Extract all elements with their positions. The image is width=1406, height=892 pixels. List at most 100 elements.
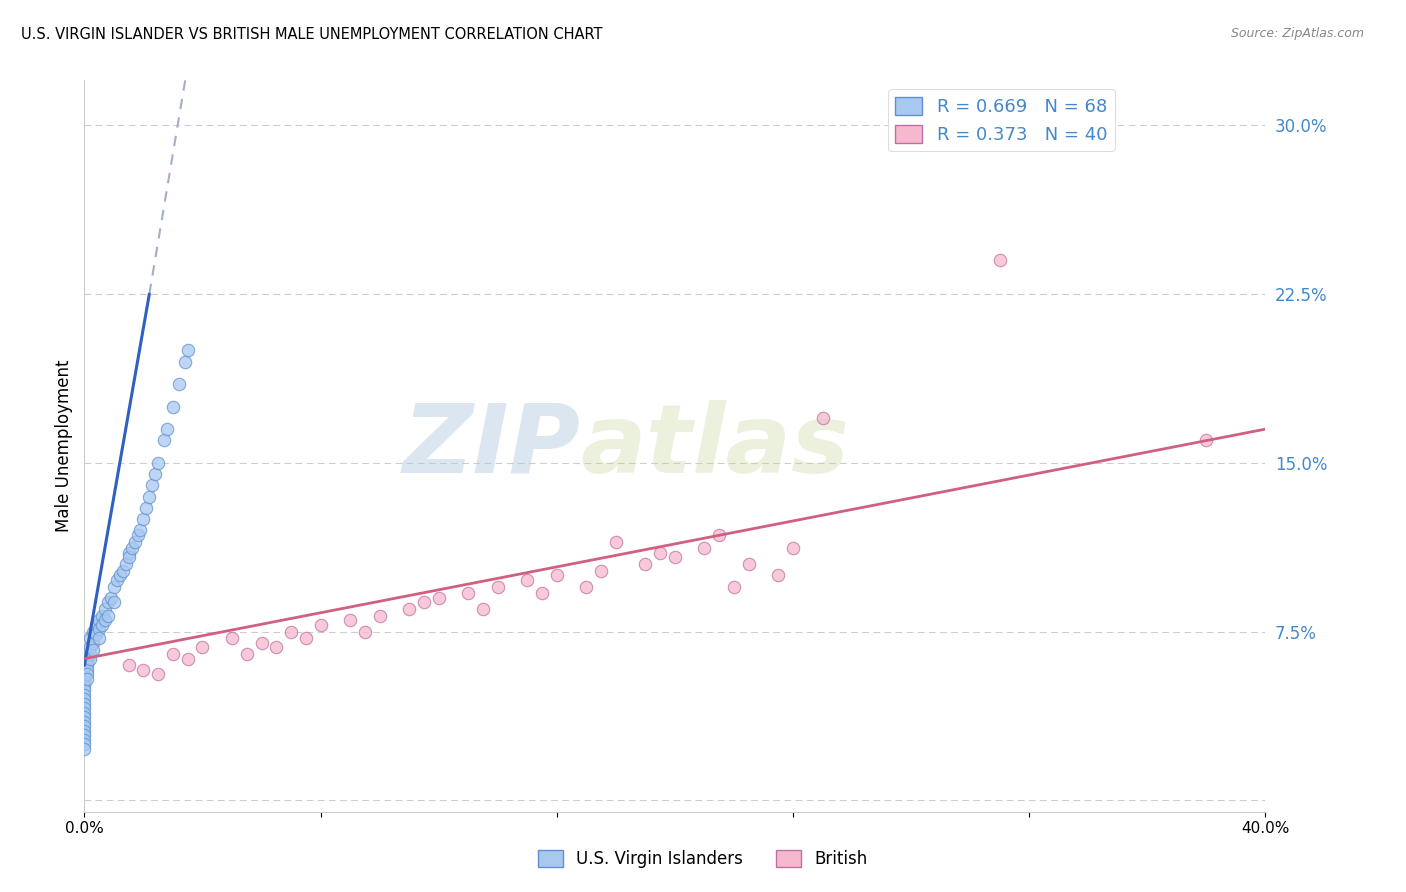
- Point: [221, 632, 243, 646]
- Point: [167, 377, 190, 392]
- Point: [368, 608, 391, 623]
- Point: [768, 568, 790, 582]
- Point: [309, 618, 332, 632]
- Point: [76, 663, 98, 677]
- Point: [73, 732, 96, 747]
- Point: [472, 602, 495, 616]
- Point: [135, 500, 157, 515]
- Point: [132, 512, 155, 526]
- Legend: R = 0.669   N = 68, R = 0.373   N = 40: R = 0.669 N = 68, R = 0.373 N = 40: [889, 89, 1115, 152]
- Point: [782, 541, 804, 556]
- Point: [76, 654, 98, 668]
- Point: [1195, 434, 1218, 448]
- Point: [76, 658, 98, 673]
- Point: [105, 573, 128, 587]
- Point: [650, 546, 672, 560]
- Point: [76, 672, 98, 686]
- Point: [73, 679, 96, 693]
- Point: [693, 541, 716, 556]
- Point: [82, 636, 104, 650]
- Point: [427, 591, 450, 605]
- Point: [91, 618, 114, 632]
- Point: [531, 586, 554, 600]
- Point: [486, 580, 509, 594]
- Point: [173, 354, 195, 368]
- Point: [87, 614, 111, 628]
- Point: [811, 410, 834, 425]
- Point: [177, 343, 200, 358]
- Point: [664, 550, 686, 565]
- Point: [73, 737, 96, 751]
- Point: [73, 647, 96, 661]
- Point: [94, 614, 117, 628]
- Point: [605, 534, 627, 549]
- Point: [591, 564, 613, 578]
- Point: [156, 422, 179, 436]
- Point: [103, 595, 125, 609]
- Point: [723, 580, 745, 594]
- Point: [97, 608, 120, 623]
- Text: U.S. VIRGIN ISLANDER VS BRITISH MALE UNEMPLOYMENT CORRELATION CHART: U.S. VIRGIN ISLANDER VS BRITISH MALE UNE…: [21, 27, 603, 42]
- Text: Source: ZipAtlas.com: Source: ZipAtlas.com: [1230, 27, 1364, 40]
- Point: [141, 478, 163, 492]
- Point: [191, 640, 214, 655]
- Point: [76, 667, 98, 681]
- Point: [103, 580, 125, 594]
- Point: [73, 714, 96, 729]
- Point: [79, 632, 101, 646]
- Point: [634, 557, 657, 571]
- Point: [988, 253, 1011, 268]
- Point: [97, 595, 120, 609]
- Point: [73, 706, 96, 720]
- Point: [73, 701, 96, 715]
- Point: [114, 557, 136, 571]
- Point: [73, 692, 96, 706]
- Point: [87, 623, 111, 637]
- Point: [111, 564, 134, 578]
- Point: [73, 670, 96, 684]
- Point: [118, 658, 141, 673]
- Point: [94, 602, 117, 616]
- Point: [575, 580, 598, 594]
- Point: [457, 586, 479, 600]
- Point: [546, 568, 568, 582]
- Point: [82, 642, 104, 657]
- Point: [73, 719, 96, 733]
- Point: [73, 674, 96, 689]
- Point: [153, 434, 176, 448]
- Point: [73, 723, 96, 738]
- Point: [295, 632, 318, 646]
- Point: [148, 667, 170, 681]
- Point: [73, 728, 96, 742]
- Point: [709, 528, 731, 542]
- Point: [516, 573, 538, 587]
- Point: [84, 627, 107, 641]
- Point: [100, 591, 122, 605]
- Y-axis label: Male Unemployment: Male Unemployment: [55, 359, 73, 533]
- Point: [266, 640, 288, 655]
- Point: [79, 647, 101, 661]
- Point: [236, 647, 259, 661]
- Point: [118, 550, 141, 565]
- Point: [143, 467, 166, 482]
- Point: [73, 697, 96, 711]
- Point: [73, 665, 96, 680]
- Point: [73, 683, 96, 698]
- Point: [398, 602, 420, 616]
- Point: [124, 534, 146, 549]
- Point: [118, 546, 141, 560]
- Point: [250, 636, 273, 650]
- Point: [82, 624, 104, 639]
- Point: [162, 400, 184, 414]
- Point: [339, 614, 361, 628]
- Point: [73, 688, 96, 702]
- Text: ZIP: ZIP: [402, 400, 581, 492]
- Point: [73, 658, 96, 673]
- Point: [91, 608, 114, 623]
- Point: [148, 456, 170, 470]
- Point: [354, 624, 377, 639]
- Point: [280, 624, 302, 639]
- Point: [413, 595, 436, 609]
- Point: [79, 640, 101, 655]
- Point: [177, 651, 200, 665]
